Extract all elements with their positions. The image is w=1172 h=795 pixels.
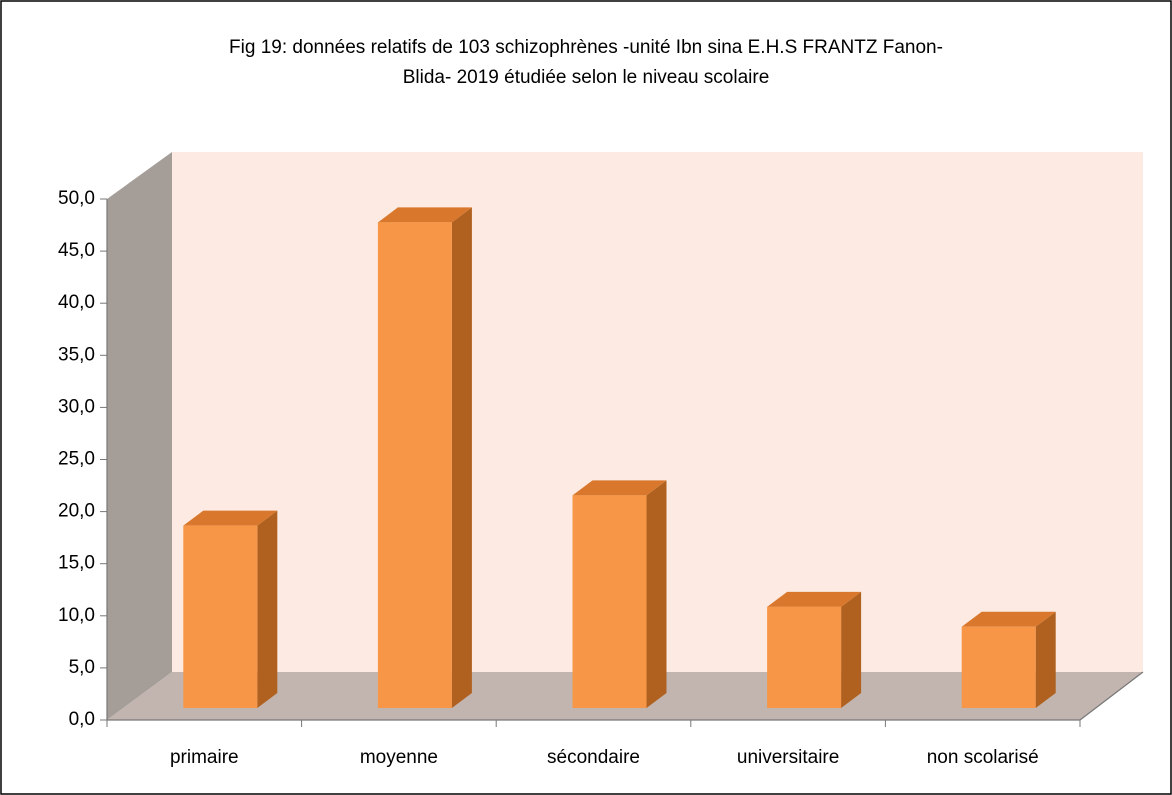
bar-face xyxy=(183,525,258,708)
y-tick-label: 50,0 xyxy=(58,188,95,209)
bar-face xyxy=(1035,611,1056,708)
bar-face xyxy=(961,626,1036,708)
y-tick-label: 10,0 xyxy=(58,605,95,626)
y-tick-label: 15,0 xyxy=(58,553,95,574)
x-tick-label: sécondaire xyxy=(547,747,640,768)
side-wall xyxy=(107,152,172,720)
bar-face xyxy=(377,222,452,709)
y-tick-label: 25,0 xyxy=(58,449,95,470)
bar-face xyxy=(961,611,1056,627)
chart-title: Fig 19: données relatifs de 103 schizoph… xyxy=(229,37,943,58)
x-tick-label: primaire xyxy=(170,747,239,768)
y-tick-label: 40,0 xyxy=(58,292,95,313)
y-tick-label: 30,0 xyxy=(58,396,95,417)
x-tick-label: moyenne xyxy=(360,747,438,768)
bar xyxy=(961,611,1056,708)
y-tick-label: 0,0 xyxy=(69,709,95,730)
bar-face xyxy=(767,606,842,708)
bar-face xyxy=(572,480,667,496)
bar xyxy=(377,207,472,709)
y-tick-label: 35,0 xyxy=(58,344,95,365)
y-tick-label: 45,0 xyxy=(58,240,95,261)
y-tick-label: 5,0 xyxy=(69,657,95,678)
bar-face xyxy=(572,495,647,708)
bar xyxy=(767,591,862,708)
bar-face xyxy=(257,510,278,708)
bar-face xyxy=(767,591,862,607)
bar xyxy=(183,510,278,708)
bar xyxy=(572,480,667,708)
y-tick-label: 20,0 xyxy=(58,501,95,522)
bar-face xyxy=(841,591,862,708)
bar-face xyxy=(377,207,472,223)
x-tick-label: universitaire xyxy=(737,747,839,768)
chart-title: Blida- 2019 étudiée selon le niveau scol… xyxy=(403,67,770,88)
bar-face xyxy=(183,510,278,526)
x-tick-label: non scolarisé xyxy=(927,747,1039,768)
bar-face xyxy=(451,207,472,709)
bar-face xyxy=(646,480,667,708)
